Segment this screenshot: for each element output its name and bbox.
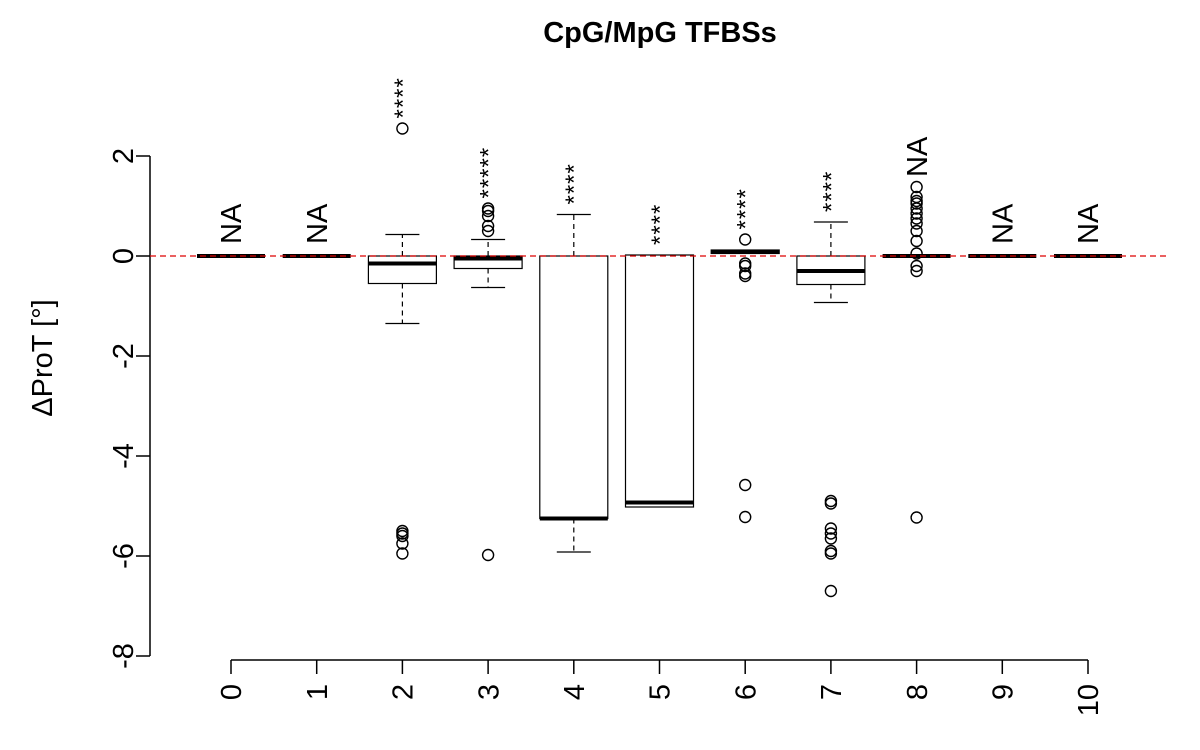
chart-title: CpG/MpG TFBSs xyxy=(543,17,777,49)
annotation-10: NA xyxy=(1073,203,1105,244)
outlier-point xyxy=(739,478,752,492)
annotation-9: NA xyxy=(987,203,1019,244)
outlier-point xyxy=(824,522,838,535)
outlier-point xyxy=(910,259,923,273)
box-6 xyxy=(710,233,780,524)
box-body xyxy=(539,255,609,520)
outlier-point xyxy=(910,224,923,238)
outlier-point xyxy=(481,204,495,218)
annotation-7: **** xyxy=(818,171,845,212)
outlier-point xyxy=(481,219,495,233)
x-tick-label: 0 xyxy=(216,684,248,700)
x-axis: 0 1 2 3 4 5 6 7 8 9 10 xyxy=(216,659,1105,716)
outlier-point xyxy=(824,584,838,598)
outlier-point xyxy=(824,497,838,510)
annotation-2: **** xyxy=(390,77,417,118)
y-tick-label: 0 xyxy=(108,248,140,264)
outlier-point xyxy=(396,122,409,135)
y-tick-label: -6 xyxy=(108,543,140,569)
x-tick-label: 3 xyxy=(473,684,505,700)
outlier-point xyxy=(824,532,838,545)
y-axis: -8 -6 -4 -2 0 2 xyxy=(108,148,151,669)
outlier-point xyxy=(481,548,495,562)
outlier-point xyxy=(481,209,495,223)
annotation-6: **** xyxy=(733,188,760,229)
outlier-point xyxy=(910,234,923,248)
outlier-point xyxy=(910,207,923,220)
x-tick-label: 1 xyxy=(302,684,334,700)
annotation-8: NA xyxy=(902,136,934,177)
outlier-point xyxy=(824,544,838,558)
outlier-point xyxy=(396,529,409,543)
annotation-0: NA xyxy=(216,203,248,244)
outlier-point xyxy=(396,537,409,550)
y-tick-label: -8 xyxy=(108,643,140,669)
annotation-4: **** xyxy=(561,163,588,204)
box-7 xyxy=(796,221,866,598)
outlier-point xyxy=(910,247,923,260)
box-series xyxy=(197,122,1122,598)
box-8 xyxy=(882,180,951,524)
x-tick-label: 5 xyxy=(645,684,677,700)
outlier-point xyxy=(481,224,495,238)
outlier-point xyxy=(910,180,923,194)
outlier-point xyxy=(396,547,409,560)
annotation-5: **** xyxy=(647,204,674,245)
x-tick-label: 7 xyxy=(816,684,848,700)
box-2 xyxy=(367,122,437,560)
annotation-1: NA xyxy=(302,203,334,244)
outlier-point xyxy=(910,264,923,278)
y-tick-label: 2 xyxy=(108,148,140,164)
x-tick-label: 6 xyxy=(730,684,762,700)
box-3 xyxy=(453,202,523,562)
box-5 xyxy=(624,254,695,508)
outlier-point xyxy=(739,269,752,283)
x-tick-label: 9 xyxy=(987,684,1019,700)
x-tick-label: 4 xyxy=(559,684,591,700)
outlier-point xyxy=(824,527,838,540)
outlier-point xyxy=(824,494,838,508)
outlier-point xyxy=(910,511,923,524)
outlier-point xyxy=(910,197,923,210)
x-tick-label: 8 xyxy=(902,684,934,700)
annotation-3: ***** xyxy=(476,147,503,199)
outlier-point xyxy=(824,547,838,560)
box-body xyxy=(367,255,437,285)
outlier-point xyxy=(910,212,923,225)
outlier-point xyxy=(910,202,923,215)
y-tick-label: -2 xyxy=(108,343,140,369)
outlier-point xyxy=(910,217,923,230)
y-tick-label: -4 xyxy=(108,443,140,469)
box-4 xyxy=(539,213,609,553)
outlier-point xyxy=(739,259,752,273)
outlier-point xyxy=(739,510,752,524)
box-body xyxy=(624,254,695,508)
outlier-point xyxy=(739,233,752,246)
y-axis-label: ΔProT [°] xyxy=(27,299,59,416)
x-tick-label: 2 xyxy=(388,684,420,700)
x-tick-label: 10 xyxy=(1073,684,1105,716)
